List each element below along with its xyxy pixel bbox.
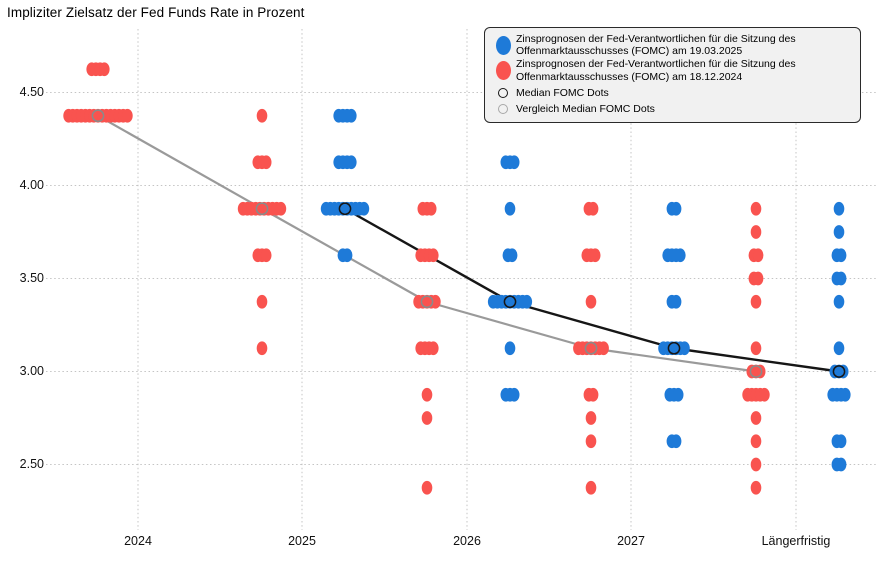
fomc-dot xyxy=(585,480,597,495)
x-tick-label-2027: 2027 xyxy=(617,534,645,548)
fomc-dot xyxy=(99,62,110,77)
fomc-dot xyxy=(750,411,762,425)
fomc-dot xyxy=(670,434,682,449)
compare-median-line xyxy=(97,114,757,373)
legend-item-march-2025: Zinsprognosen der Fed-Verantwortlichen f… xyxy=(490,33,852,57)
compare-median-circle xyxy=(749,365,763,378)
x-tick-label-laengerfristig: Längerfristig xyxy=(761,534,831,548)
fomc-dot xyxy=(260,155,272,170)
legend-label: Zinsprognosen der Fed-Verantwortlichen f… xyxy=(516,33,796,58)
fomc-dot xyxy=(421,480,433,495)
fomc-dot xyxy=(428,248,439,263)
fomc-dot xyxy=(430,294,441,309)
legend-label: Median FOMC Dots xyxy=(516,86,609,99)
fomc-dot xyxy=(833,201,845,216)
x-tick-label-2024: 2024 xyxy=(124,534,152,548)
fomc-dot xyxy=(754,364,766,379)
x-tick-label-2025: 2025 xyxy=(288,534,316,548)
fomc-dot xyxy=(346,108,357,123)
median-circle xyxy=(832,365,846,378)
open-circle-icon xyxy=(490,87,516,98)
fomc-dot xyxy=(504,341,516,356)
compare-median-circle xyxy=(584,341,598,355)
fomc-dot xyxy=(428,341,439,356)
fomc-dot xyxy=(508,155,520,170)
fomc-dot xyxy=(589,248,601,263)
fomc-dot xyxy=(122,108,133,123)
fomc-dot xyxy=(750,201,762,216)
fomc-dot xyxy=(833,341,845,356)
fomc-dot xyxy=(256,108,268,123)
fomc-dot xyxy=(425,201,437,216)
x-tick-label-2026: 2026 xyxy=(453,534,481,548)
y-tick-label: 4.50 xyxy=(19,85,44,99)
legend-item-compare-median: Vergleich Median FOMC Dots xyxy=(490,103,852,115)
fomc-dot xyxy=(833,225,845,239)
compare-median-circle xyxy=(255,202,269,216)
fomc-dot xyxy=(835,248,847,263)
fomc-dot xyxy=(835,271,847,286)
legend-item-median: Median FOMC Dots xyxy=(490,87,852,99)
fomc-dot xyxy=(275,201,287,216)
fomc-dot xyxy=(346,155,357,170)
fomc-dot xyxy=(358,201,370,216)
legend-item-december-2024: Zinsprognosen der Fed-Verantwortlichen f… xyxy=(490,58,852,83)
fomc-dot xyxy=(585,411,597,425)
fomc-dot xyxy=(750,225,762,239)
fomc-dot xyxy=(260,248,272,263)
y-tick-label: 3.50 xyxy=(19,271,44,285)
fomc-dot xyxy=(508,387,520,402)
blue-dot-icon xyxy=(490,35,516,55)
fomc-dot xyxy=(421,411,433,425)
fomc-dot xyxy=(679,341,690,356)
fomc-dot xyxy=(585,294,597,309)
fomc-dot xyxy=(675,248,686,263)
median-circle xyxy=(338,202,352,216)
fomc-dot xyxy=(421,387,433,402)
y-tick-label: 4.00 xyxy=(19,178,44,192)
fomc-dot xyxy=(585,434,597,449)
fomc-dot xyxy=(835,457,847,472)
fomc-dot xyxy=(256,341,268,356)
legend-label: Vergleich Median FOMC Dots xyxy=(516,102,655,115)
fomc-dot xyxy=(598,341,609,356)
fomc-dot xyxy=(833,294,845,309)
fomc-dot xyxy=(670,294,682,309)
fomc-dot xyxy=(341,248,353,263)
fomc-dot xyxy=(750,294,762,309)
red-dot-icon xyxy=(490,61,516,81)
fomc-dot xyxy=(750,434,762,449)
fomc-dot xyxy=(752,248,764,263)
fomc-dot xyxy=(506,248,518,263)
compare-median-circle xyxy=(91,109,105,123)
fomc-dot xyxy=(587,201,599,216)
fomc-dot xyxy=(750,457,762,472)
fomc-dot xyxy=(752,271,764,286)
fomc-dot xyxy=(504,201,516,216)
open-circle-icon xyxy=(490,103,516,114)
median-circle xyxy=(503,295,517,309)
fomc-dot xyxy=(837,364,849,379)
fomc-dot xyxy=(835,434,847,449)
fomc-dot xyxy=(521,294,533,309)
compare-median-circle xyxy=(420,295,434,309)
fomc-dot xyxy=(750,341,762,356)
chart-title: Impliziter Zielsatz der Fed Funds Rate i… xyxy=(7,5,305,20)
fomc-dot xyxy=(672,387,684,402)
fomc-dot xyxy=(750,480,762,495)
legend-label: Zinsprognosen der Fed-Verantwortlichen f… xyxy=(516,58,796,83)
fomc-dot xyxy=(587,387,599,402)
median-circle xyxy=(667,341,681,355)
fomc-dot xyxy=(759,387,770,402)
legend: Zinsprognosen der Fed-Verantwortlichen f… xyxy=(484,27,861,124)
fomc-dot xyxy=(840,387,851,402)
y-tick-label: 3.00 xyxy=(19,364,44,378)
y-tick-label: 2.50 xyxy=(19,457,44,471)
fomc-dot xyxy=(670,201,682,216)
fomc-dot xyxy=(256,294,268,309)
